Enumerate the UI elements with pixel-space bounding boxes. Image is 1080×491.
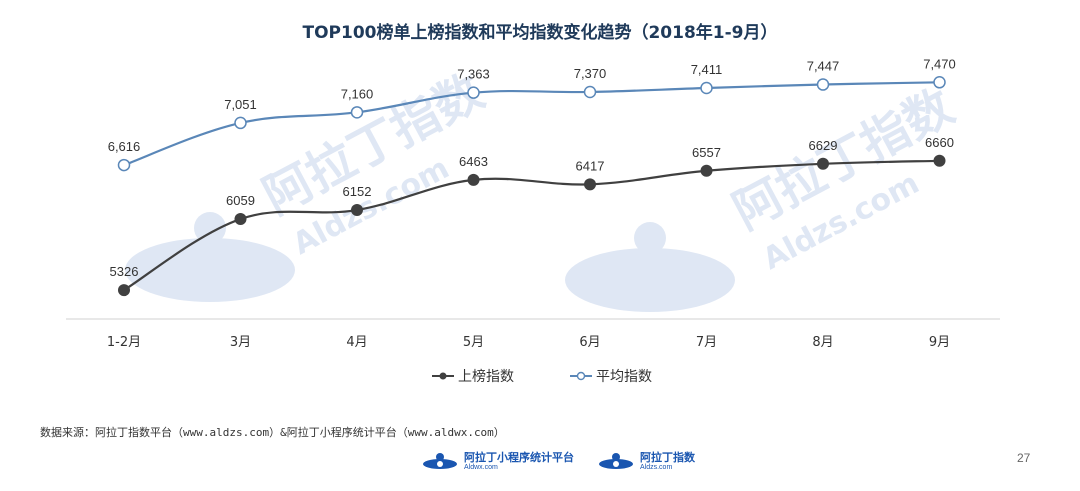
data-point xyxy=(583,85,597,99)
x-tick-label: 8月 xyxy=(812,335,833,350)
logo-aldwx-name: 阿拉丁小程序统计平台 xyxy=(464,450,574,464)
logo-aldzs-site: Aldzs.com xyxy=(640,463,673,471)
data-point xyxy=(933,154,946,167)
data-point xyxy=(700,164,713,177)
page-number: 27 xyxy=(1017,451,1031,465)
data-label: 6557 xyxy=(692,145,721,160)
logo-aldzs-name: 阿拉丁指数 xyxy=(640,450,695,464)
data-point xyxy=(467,86,480,99)
data-point xyxy=(700,81,713,95)
legend-swatch-marker xyxy=(576,371,586,381)
data-point xyxy=(351,204,363,217)
data-point xyxy=(234,116,247,130)
logo-aldwx: 阿拉丁小程序统计平台 Aldwx.com xyxy=(420,451,574,471)
logo-aldwx-site: Aldwx.com xyxy=(464,463,498,471)
data-label: 6059 xyxy=(226,193,255,208)
data-label: 7,051 xyxy=(224,97,257,112)
x-tick-label: 5月 xyxy=(463,335,484,350)
aladdin-lamp-icon xyxy=(599,453,633,469)
data-label: 6152 xyxy=(343,184,372,199)
data-point xyxy=(933,76,946,89)
legend-swatch-marker xyxy=(439,372,447,380)
data-label: 6,616 xyxy=(108,139,141,154)
data-label: 5326 xyxy=(110,264,139,279)
footer-logos: 阿拉丁小程序统计平台 Aldwx.com 阿拉丁指数 Aldzs.com xyxy=(420,448,695,474)
data-label: 7,363 xyxy=(457,67,490,82)
data-point xyxy=(350,106,364,119)
data-point xyxy=(234,213,247,226)
legend-label: 上榜指数 xyxy=(458,368,514,385)
data-label: 6417 xyxy=(576,158,605,173)
logo-aldzs: 阿拉丁指数 Aldzs.com xyxy=(596,451,695,471)
x-tick-label: 7月 xyxy=(696,335,717,350)
legend-label: 平均指数 xyxy=(596,369,652,385)
data-point xyxy=(117,158,131,172)
source-note: 数据来源：阿拉丁指数平台（www.aldzs.com）&阿拉丁小程序统计平台（w… xyxy=(40,426,505,439)
series-line-1 xyxy=(123,159,940,292)
data-label: 7,370 xyxy=(574,66,607,81)
data-point xyxy=(584,178,596,191)
chart-title: TOP100榜单上榜指数和平均指数变化趋势（2018年1-9月） xyxy=(302,23,778,43)
x-tick-label: 9月 xyxy=(929,335,950,350)
x-tick-label: 1-2月 xyxy=(107,335,141,350)
data-label: 6660 xyxy=(925,135,954,150)
x-tick-label: 3月 xyxy=(230,335,251,350)
data-label: 7,447 xyxy=(807,59,840,74)
data-label: 7,411 xyxy=(691,62,723,77)
aladdin-lamp-icon xyxy=(423,453,457,469)
data-point xyxy=(817,157,829,170)
data-point xyxy=(816,78,830,91)
data-label: 6629 xyxy=(809,138,838,153)
data-label: 7,470 xyxy=(923,56,956,71)
data-point xyxy=(467,173,480,186)
x-tick-label: 4月 xyxy=(346,335,367,350)
x-tick-label: 6月 xyxy=(579,335,600,350)
data-label: 6463 xyxy=(459,154,488,169)
data-label: 7,160 xyxy=(341,86,374,101)
data-point xyxy=(118,284,130,297)
